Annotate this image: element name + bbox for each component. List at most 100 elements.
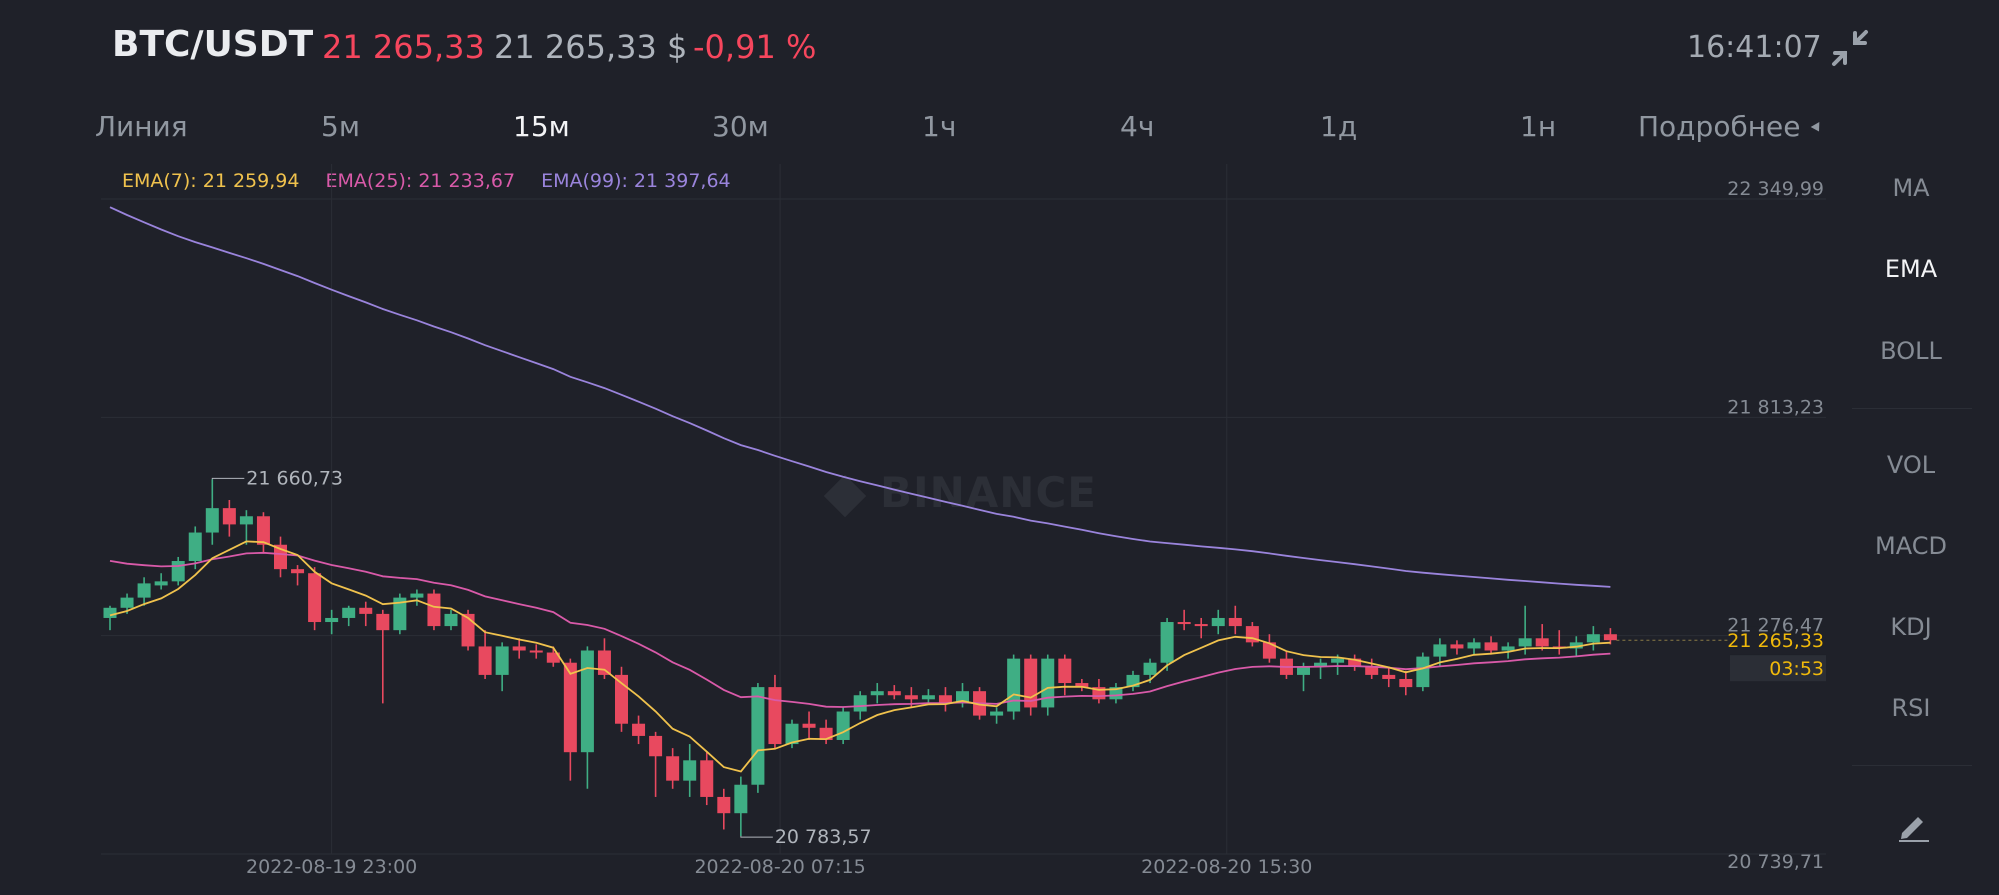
candle-body [1314, 662, 1328, 667]
candle-body [1518, 638, 1532, 647]
candle-body [1143, 662, 1157, 675]
candle-body [393, 597, 407, 631]
candle-body [410, 593, 424, 598]
candle-body [1535, 638, 1549, 647]
candle-body [1450, 644, 1464, 649]
candlestick-chart[interactable]: 21 660,73 20 783,57 21 265,33 03:53 22 349,… [0, 160, 1850, 895]
indicator-ma[interactable]: MA [1892, 174, 1930, 202]
candle-body [1262, 642, 1276, 659]
time-axis-label: 2022-08-19 23:00 [246, 856, 417, 878]
candle-body [444, 613, 458, 627]
legend-ema7: EMA(7): 21 259,94 [122, 170, 300, 192]
indicator-kdj[interactable]: KDJ [1890, 613, 1932, 641]
candle-body [1586, 634, 1600, 643]
ema-legend: EMA(7): 21 259,94 EMA(25): 21 233,67 EMA… [122, 170, 751, 192]
indicator-divider [1852, 408, 1972, 409]
candle-body [938, 695, 952, 704]
candle-body [700, 760, 714, 797]
candle-body [597, 650, 611, 675]
interval-1w[interactable]: 1н [1520, 110, 1557, 143]
caret-down-icon [1811, 122, 1824, 134]
candle-body [921, 695, 935, 700]
candles [103, 479, 1617, 837]
candle-body [904, 695, 918, 700]
candle-body [666, 756, 680, 781]
indicator-divider [1852, 765, 1972, 766]
legend-ema99: EMA(99): 21 397,64 [541, 170, 731, 192]
price-axis-label: 22 349,99 [1727, 178, 1824, 200]
candle-body [1484, 642, 1498, 651]
candle-body [853, 695, 867, 712]
indicator-macd[interactable]: MACD [1875, 532, 1947, 560]
price-axis-label: 21 813,23 [1727, 396, 1824, 418]
candle-body [785, 723, 799, 745]
candle-body [649, 735, 663, 757]
candle-body [239, 516, 253, 525]
candle-body [1007, 658, 1021, 712]
candle-body [495, 646, 509, 675]
ema-lines [109, 206, 1611, 773]
interval-5m[interactable]: 5м [321, 110, 360, 143]
indicator-ema[interactable]: EMA [1884, 255, 1938, 283]
candle-body [1348, 658, 1362, 667]
price-usd: 21 265,33 $ [494, 28, 688, 66]
candle-body [1433, 644, 1447, 657]
candle-body [171, 561, 185, 582]
price-axis-label: 21 276,47 [1727, 615, 1824, 637]
candle-body [990, 711, 1004, 716]
candle-body [870, 691, 884, 696]
clock-time: 16:41:07 [1687, 30, 1822, 65]
candle-body [325, 617, 339, 623]
pair-title[interactable]: BTC/USDT [112, 24, 314, 65]
ema25-line [109, 551, 1611, 708]
chart-overlays: 21 660,73 20 783,57 21 265,33 03:53 [211, 467, 1826, 848]
ticker-header: BTC/USDT 21 265,33 21 265,33 $ -0,91 % 1… [0, 0, 1999, 100]
candle-body [205, 508, 219, 533]
candle-body [359, 607, 373, 614]
more-intervals-button[interactable]: Подробнее [1638, 110, 1824, 143]
low-marker-line [740, 836, 773, 838]
candle-body [768, 687, 782, 745]
indicator-rsi[interactable]: RSI [1891, 694, 1931, 722]
candle-body [1041, 658, 1055, 708]
candle-body [751, 687, 765, 785]
candle-body [1211, 617, 1225, 627]
more-label: Подробнее [1638, 110, 1801, 143]
candle-body [291, 569, 305, 574]
candle-body [1075, 683, 1089, 688]
candle-body [580, 650, 594, 753]
last-price-tag [1730, 626, 1826, 655]
candle-body [1297, 666, 1310, 675]
interval-4h[interactable]: 4ч [1120, 110, 1155, 143]
high-marker-line [211, 477, 245, 480]
candle-body [717, 796, 731, 814]
candle-body [683, 760, 697, 781]
candle-body [1603, 634, 1617, 641]
watermark-text: BINANCE [880, 468, 1097, 517]
chart-grid [101, 164, 1826, 855]
indicator-boll[interactable]: BOLL [1880, 337, 1942, 365]
candle-body [1160, 622, 1174, 663]
interval-line[interactable]: Линия [95, 110, 188, 143]
interval-30m[interactable]: 30м [712, 110, 769, 143]
indicator-vol[interactable]: VOL [1886, 451, 1936, 479]
exit-fullscreen-icon[interactable] [1830, 28, 1870, 68]
last-price: 21 265,33 [322, 28, 485, 66]
candle-body [154, 581, 168, 586]
candle-body [137, 583, 151, 598]
interval-1h[interactable]: 1ч [922, 110, 957, 143]
interval-15m[interactable]: 15м [513, 110, 570, 143]
time-axis-label: 2022-08-20 15:30 [1141, 856, 1312, 878]
countdown-tag [1730, 655, 1826, 682]
draw-tool-icon[interactable] [1897, 808, 1931, 842]
candle-body [376, 613, 390, 631]
ema99-line [109, 206, 1611, 588]
countdown-label: 03:53 [1769, 658, 1824, 680]
interval-1d[interactable]: 1д [1320, 110, 1358, 143]
candle-body [1382, 674, 1396, 679]
candle-body [1399, 678, 1413, 688]
high-annotation: 21 660,73 [246, 467, 343, 489]
candle-body [1058, 658, 1072, 684]
candle-body [188, 532, 202, 562]
price-axis-label: 20 739,71 [1727, 851, 1824, 873]
